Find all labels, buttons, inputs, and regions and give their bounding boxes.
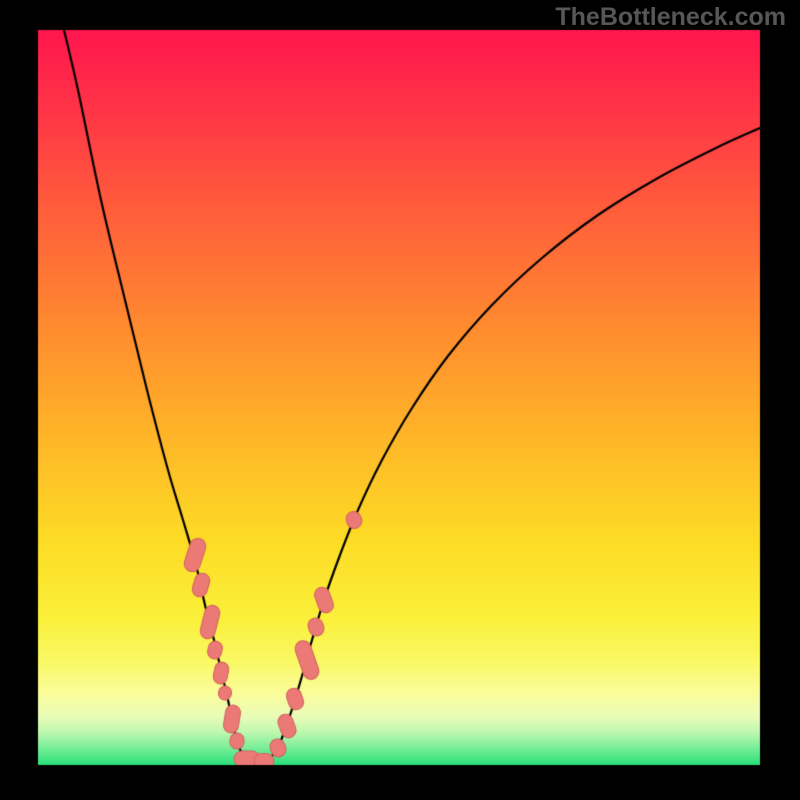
watermark-text: TheBottleneck.com — [555, 3, 786, 32]
chart-stage: TheBottleneck.com — [0, 0, 800, 800]
chart-canvas — [0, 0, 800, 800]
